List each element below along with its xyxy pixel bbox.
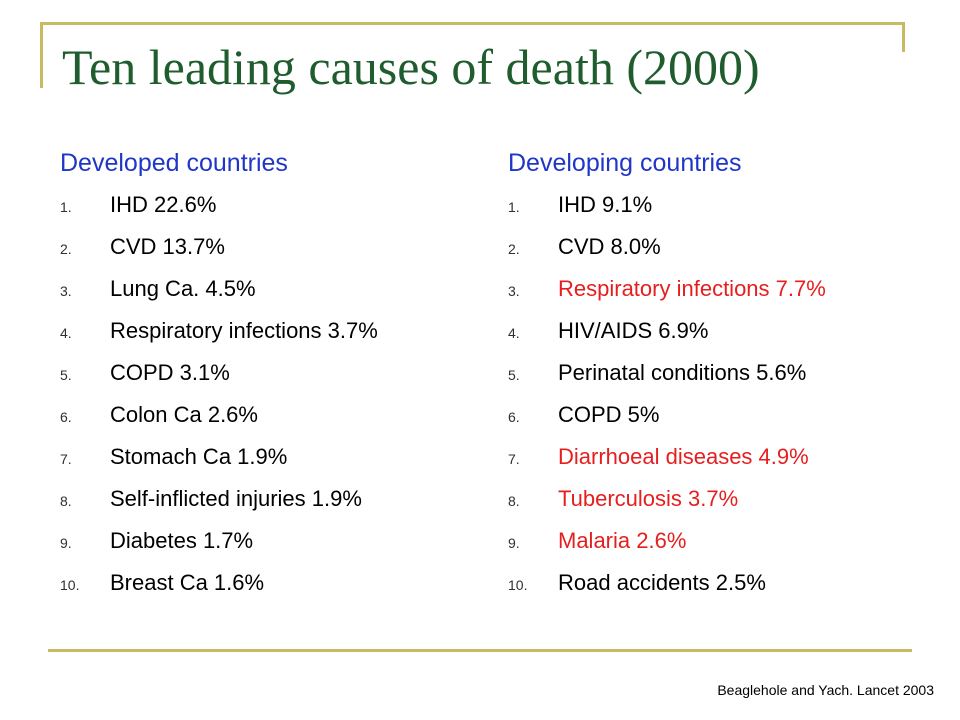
developing-heading: Developing countries [508,149,742,177]
item-text: Breast Ca 1.6% [110,570,265,595]
left-rule [40,22,43,88]
list-item: 9. Malaria 2.6% [508,524,928,566]
list-item: 3. Lung Ca. 4.5% [60,272,480,314]
item-number: 6. [60,409,72,425]
list-item: 3. Respiratory infections 7.7% [508,272,928,314]
developed-column: Developed countries 1. IHD 22.6% 2. CVD … [60,146,480,608]
item-text: Diabetes 1.7% [110,528,254,553]
citation: Beaglehole and Yach. Lancet 2003 [717,682,934,698]
item-number: 2. [508,241,520,257]
slide-title: Ten leading causes of death (2000) [62,39,760,95]
right-rule [902,22,905,52]
item-number: 7. [60,451,72,467]
list-item: 7. Diarrhoeal diseases 4.9% [508,440,928,482]
item-number: 8. [508,493,520,509]
item-number: 2. [60,241,72,257]
item-number: 10. [60,577,80,593]
item-number: 6. [508,409,520,425]
list-item: 10. Breast Ca 1.6% [60,566,480,608]
list-item: 10. Road accidents 2.5% [508,566,928,608]
list-item: 1. IHD 22.6% [60,188,480,230]
item-text: Tuberculosis 3.7% [558,486,739,511]
list-item: 9. Diabetes 1.7% [60,524,480,566]
developed-heading: Developed countries [60,149,288,177]
item-text: IHD 9.1% [558,192,653,217]
developing-list: 1. IHD 9.1% 2. CVD 8.0% 3. Respiratory i… [508,188,928,608]
item-number: 9. [508,535,520,551]
item-number: 9. [60,535,72,551]
item-number: 5. [60,367,72,383]
item-text: Respiratory infections 3.7% [110,318,378,343]
item-text: CVD 13.7% [110,234,225,259]
list-item: 2. CVD 13.7% [60,230,480,272]
item-number: 8. [60,493,72,509]
item-number: 4. [60,325,72,341]
item-number: 10. [508,577,528,593]
list-item: 7. Stomach Ca 1.9% [60,440,480,482]
item-text: COPD 5% [558,402,660,427]
developing-column: Developing countries 1. IHD 9.1% 2. CVD … [508,146,928,608]
item-text: Respiratory infections 7.7% [558,276,826,301]
list-item: 8. Tuberculosis 3.7% [508,482,928,524]
item-text: Self-inflicted injuries 1.9% [110,486,362,511]
list-item: 1. IHD 9.1% [508,188,928,230]
item-text: Perinatal conditions 5.6% [558,360,807,385]
item-text: Diarrhoeal diseases 4.9% [558,444,809,469]
item-text: COPD 3.1% [110,360,230,385]
bottom-rule [48,649,912,652]
list-item: 8. Self-inflicted injuries 1.9% [60,482,480,524]
list-item: 4. HIV/AIDS 6.9% [508,314,928,356]
developed-list: 1. IHD 22.6% 2. CVD 13.7% 3. Lung Ca. 4.… [60,188,480,608]
list-item: 5. Perinatal conditions 5.6% [508,356,928,398]
list-item: 6. COPD 5% [508,398,928,440]
list-item: 6. Colon Ca 2.6% [60,398,480,440]
top-rule [40,22,904,25]
item-text: Stomach Ca 1.9% [110,444,288,469]
item-number: 5. [508,367,520,383]
item-text: HIV/AIDS 6.9% [558,318,709,343]
item-text: CVD 8.0% [558,234,661,259]
item-number: 7. [508,451,520,467]
list-item: 2. CVD 8.0% [508,230,928,272]
item-number: 3. [508,283,520,299]
item-number: 3. [60,283,72,299]
list-item: 4. Respiratory infections 3.7% [60,314,480,356]
item-number: 1. [508,199,520,215]
item-text: Road accidents 2.5% [558,570,766,595]
item-text: Colon Ca 2.6% [110,402,258,427]
item-number: 4. [508,325,520,341]
item-text: Lung Ca. 4.5% [110,276,256,301]
item-number: 1. [60,199,72,215]
item-text: Malaria 2.6% [558,528,687,553]
item-text: IHD 22.6% [110,192,217,217]
list-item: 5. COPD 3.1% [60,356,480,398]
